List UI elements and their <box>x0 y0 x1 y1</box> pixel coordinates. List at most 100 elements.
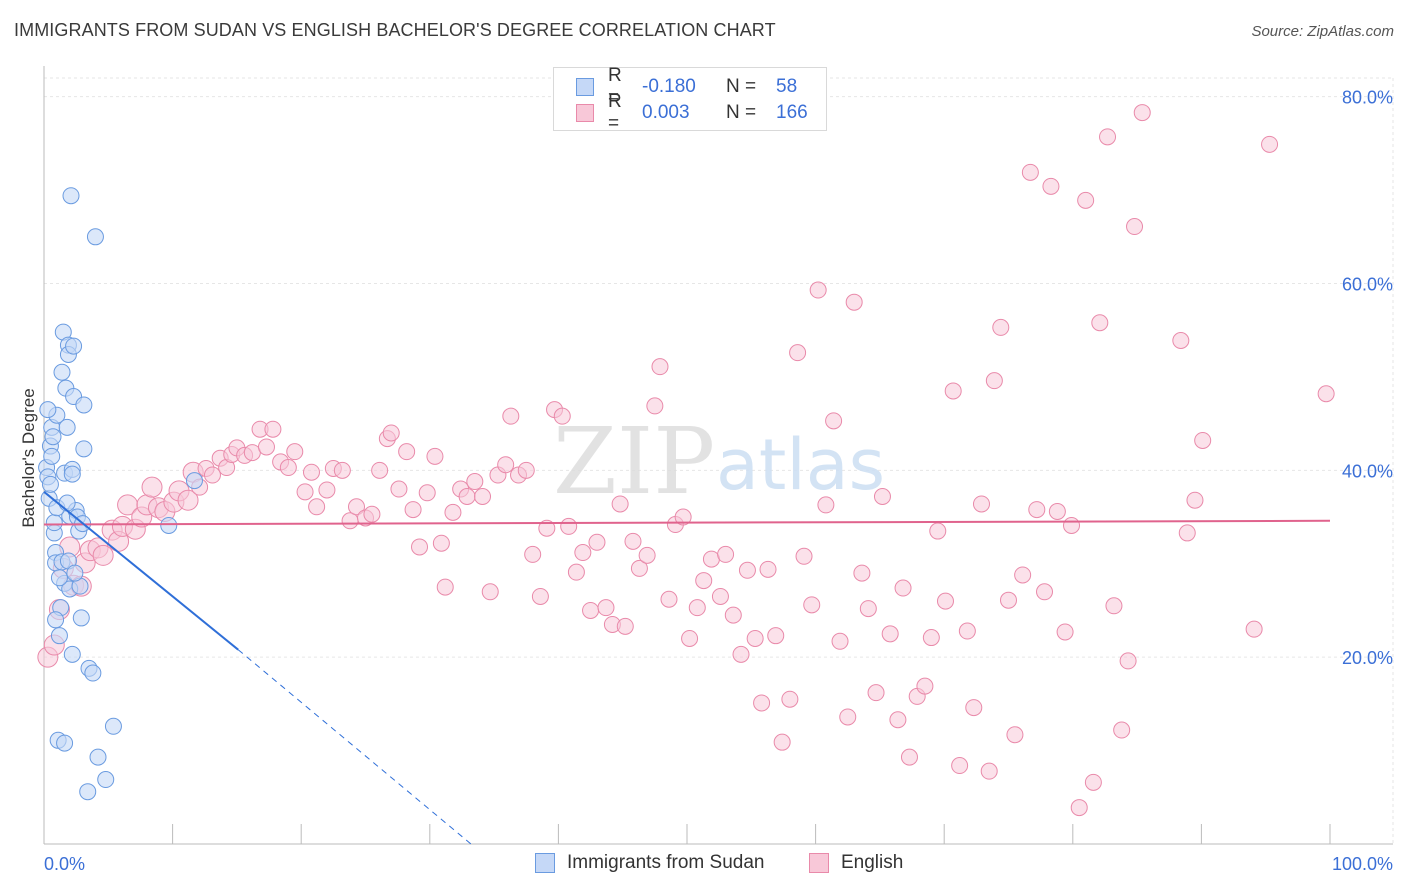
english-point <box>398 443 416 461</box>
english-point <box>717 545 735 563</box>
english-point <box>1000 591 1017 609</box>
y-tick-label: 60.0% <box>1342 275 1393 295</box>
english-point <box>382 424 400 442</box>
sudan-point <box>44 428 62 446</box>
english-point <box>732 645 750 663</box>
n-value: 166 <box>776 102 808 123</box>
sudan-point <box>160 516 178 534</box>
sudan-point <box>63 465 81 483</box>
english-point <box>738 561 756 579</box>
english-point <box>1245 620 1263 638</box>
english-point <box>803 596 821 614</box>
english-point <box>347 498 365 516</box>
english-point <box>333 461 351 479</box>
y-axis-label: Bachelor's Degree <box>19 388 38 527</box>
sudan-point <box>66 564 84 582</box>
sudan-trend-line <box>43 491 239 651</box>
y-tick-label: 20.0% <box>1342 648 1393 668</box>
english-point <box>308 498 326 516</box>
english-point <box>711 587 729 605</box>
sudan-point <box>89 748 107 766</box>
sudan-point <box>84 664 102 682</box>
english-trend-line <box>43 519 1331 526</box>
watermark-atlas: atlas <box>716 424 885 506</box>
sudan-points <box>38 187 203 801</box>
english-point <box>839 708 857 726</box>
english-point <box>1036 583 1054 601</box>
n-value: 58 <box>776 76 798 97</box>
english-point <box>1172 331 1190 349</box>
english-point <box>1261 135 1279 153</box>
sudan-point <box>79 783 97 801</box>
english-point <box>1014 566 1032 584</box>
y-tick-labels: 20.0% 40.0% 60.0% 80.0% <box>1342 88 1393 668</box>
english-point <box>466 473 484 491</box>
english-point <box>264 420 282 438</box>
english-swatch <box>809 853 829 873</box>
english-point <box>560 517 578 535</box>
english-point <box>1077 191 1095 209</box>
source-credit: Source: ZipAtlas.com <box>1251 23 1394 40</box>
english-point <box>502 407 520 425</box>
english-point <box>853 564 871 582</box>
english-point <box>1063 516 1081 534</box>
english-point <box>588 533 606 551</box>
legend-item-sudan[interactable]: Immigrants from Sudan <box>535 852 764 874</box>
sudan-swatch <box>535 853 555 873</box>
legend-row-sudan: R = -0.180 N = 58 <box>576 65 798 108</box>
english-point <box>972 495 990 513</box>
english-point <box>894 579 912 597</box>
english-point <box>203 466 221 484</box>
sudan-point <box>56 734 74 752</box>
english-point <box>936 592 954 610</box>
english-point <box>257 438 275 456</box>
y-tick-label: 80.0% <box>1342 88 1393 108</box>
english-point <box>759 560 777 578</box>
sudan-point <box>45 514 63 532</box>
english-point <box>574 544 592 562</box>
english-point <box>795 547 813 565</box>
series-legend: Immigrants from Sudan English <box>0 852 1406 878</box>
sudan-point <box>86 228 104 246</box>
english-point <box>390 480 408 498</box>
english-point <box>831 632 849 650</box>
sudan-point <box>50 627 68 645</box>
sudan-point <box>65 337 83 355</box>
english-point <box>681 629 699 647</box>
english-point <box>781 690 799 708</box>
english-point <box>900 748 918 766</box>
watermark-zip: ZIP <box>553 408 715 515</box>
english-point <box>817 496 835 514</box>
english-point <box>916 677 934 695</box>
english-point <box>302 463 320 481</box>
legend-row-english: R = 0.003 N = 166 <box>576 91 808 134</box>
english-point <box>597 599 615 617</box>
english-points <box>37 104 1335 817</box>
english-point <box>1091 314 1109 332</box>
english-point <box>980 762 998 780</box>
english-point <box>951 757 969 775</box>
english-point <box>773 733 791 751</box>
english-point <box>646 397 664 415</box>
n-label: N = <box>726 76 757 97</box>
english-point <box>538 519 556 537</box>
english-point <box>1133 104 1151 122</box>
legend-label: Immigrants from Sudan <box>567 852 765 873</box>
english-point <box>889 711 907 729</box>
english-point <box>965 699 983 717</box>
english-point <box>1126 218 1144 236</box>
legend-item-english[interactable]: English <box>809 852 903 874</box>
english-point <box>1048 502 1066 520</box>
sudan-point <box>39 401 57 419</box>
english-point <box>1070 799 1088 817</box>
english-point <box>881 625 899 643</box>
n-label: N = <box>726 102 757 123</box>
english-point <box>1056 623 1074 641</box>
english-point <box>660 590 678 608</box>
english-point <box>746 629 764 647</box>
english-point <box>1186 491 1204 509</box>
english-point <box>363 505 381 523</box>
english-point <box>553 407 571 425</box>
english-point <box>567 563 585 581</box>
sudan-swatch <box>576 78 594 96</box>
